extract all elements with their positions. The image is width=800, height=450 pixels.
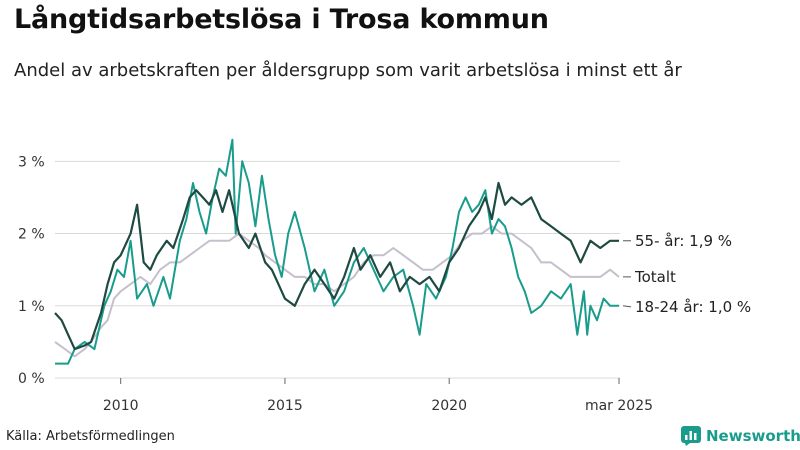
- end-label: Totalt: [634, 268, 676, 286]
- x-tick-label: 2020: [431, 398, 467, 414]
- x-tick-label: 2010: [103, 398, 139, 414]
- chart-title: Långtidsarbetslösa i Trosa kommun: [14, 4, 549, 35]
- end-label: 55- år: 1,9 %: [635, 232, 732, 250]
- brand-name: Newsworthy: [706, 427, 800, 445]
- line-chart: 0 % 1 % 2 % 3 % 2010 2015 2020 mar 2025 55- år…: [18, 138, 751, 414]
- source-note: Källa: Arbetsförmedlingen: [6, 429, 175, 444]
- y-tick-label: 1 %: [18, 299, 45, 315]
- brand-logo[interactable]: Newsworthy: [681, 426, 800, 446]
- x-tick-label: mar 2025: [585, 398, 653, 414]
- y-tick-label: 3 %: [18, 154, 45, 170]
- series-line-1: [55, 138, 619, 365]
- y-axis: 0 % 1 % 2 % 3 %: [18, 154, 45, 387]
- y-tick-label: 0 %: [18, 371, 45, 387]
- x-axis: 2010 2015 2020 mar 2025: [103, 378, 653, 414]
- end-label: 18-24 år: 1,0 %: [635, 298, 751, 316]
- end-labels: 55- år: 1,9 % Totalt 18-24 år: 1,0 %: [622, 232, 751, 316]
- chart-subtitle: Andel av arbetskraften per åldersgrupp s…: [14, 60, 682, 81]
- series-lines: [54, 138, 620, 365]
- chart-logo-icon: [681, 426, 701, 446]
- x-tick-label: 2015: [267, 398, 303, 414]
- y-tick-label: 2 %: [18, 227, 45, 243]
- end-label-connector: [622, 305, 632, 308]
- gridlines: [55, 160, 620, 379]
- series-line-2: [54, 181, 619, 351]
